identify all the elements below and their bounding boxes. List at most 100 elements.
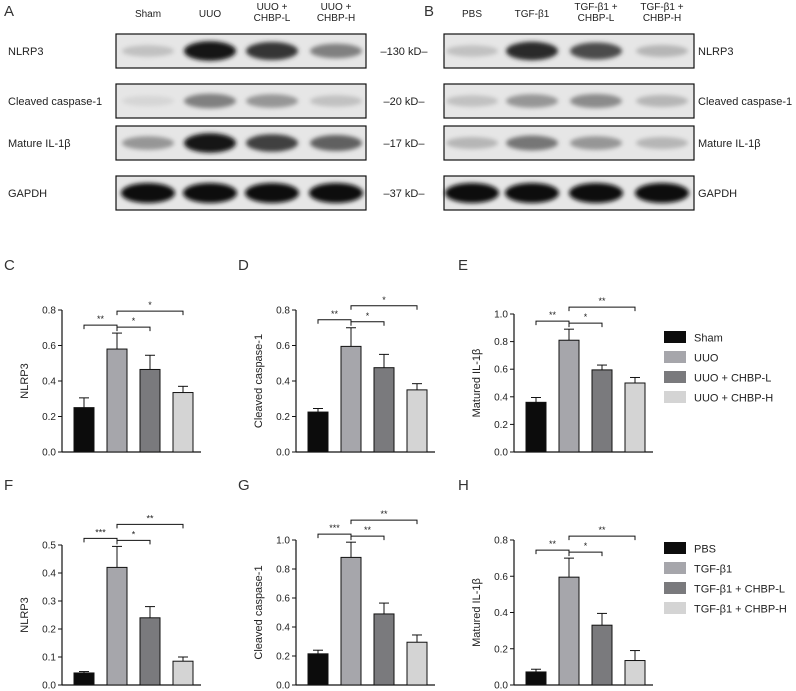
y-tick-label: 0.0 (42, 681, 56, 691)
significance-bracket (568, 535, 636, 541)
significance-label: *** (95, 527, 106, 537)
significance-label: ** (549, 539, 557, 549)
bar (139, 617, 161, 686)
bar (624, 382, 646, 453)
y-tick-label: 0.2 (276, 652, 290, 663)
significance-bracket (317, 533, 352, 539)
blot-band (446, 137, 498, 149)
y-tick-label: 0.4 (276, 623, 290, 634)
y-tick-label: 0.1 (42, 653, 56, 664)
y-tick-label: 0.2 (42, 625, 56, 636)
y-tick-label: 0.8 (276, 565, 290, 576)
significance-bracket (568, 306, 636, 312)
panel-letter-d: D (238, 257, 249, 274)
legend-label: UUO + CHBP-L (694, 373, 771, 385)
significance-label: * (584, 312, 588, 322)
blot-row-label: Cleaved caspase-1 (8, 96, 102, 108)
blot-row-label: NLRP3 (698, 46, 733, 58)
blot-band (570, 94, 622, 108)
blot-band (183, 183, 237, 203)
legend-label: TGF-β1 (694, 564, 732, 576)
blot-row-label: Mature IL-1β (698, 138, 761, 150)
legend-swatch (664, 391, 686, 403)
y-tick-label: 0.0 (494, 448, 508, 459)
legend-swatch (664, 331, 686, 343)
bar (624, 660, 646, 686)
significance-bracket (350, 321, 385, 326)
blot-band (309, 183, 363, 203)
bar (307, 411, 329, 453)
significance-label: ** (97, 314, 105, 324)
blot-band (636, 95, 688, 107)
blot-band (446, 95, 498, 107)
y-tick-label: 0.2 (42, 412, 56, 423)
y-tick-label: 0.8 (276, 306, 290, 317)
significance-label: ** (146, 513, 154, 523)
significance-bracket (116, 310, 184, 316)
significance-bracket (350, 305, 418, 310)
lane-header: UUO (199, 9, 221, 20)
significance-label: * (132, 316, 136, 326)
blot-row-label: GAPDH (8, 188, 47, 200)
blot-band (122, 136, 174, 150)
y-tick-label: 0.0 (276, 448, 290, 459)
blot-row-label: Mature IL-1β (8, 138, 71, 150)
y-tick-label: 0.3 (42, 597, 56, 608)
blot-band (635, 183, 689, 203)
y-tick-label: 0.0 (494, 681, 508, 691)
significance-label: ** (598, 296, 606, 306)
y-tick-label: 1.0 (276, 536, 290, 547)
significance-label: * (148, 300, 152, 310)
lane-header: UUO + CHBP-H (317, 2, 355, 24)
blot-band (246, 94, 298, 108)
blot-band (506, 135, 558, 151)
blot-band (569, 183, 623, 203)
bar (591, 369, 613, 453)
significance-bracket (350, 519, 418, 525)
bar (406, 389, 428, 453)
bar (525, 401, 547, 453)
y-tick-label: 0.8 (494, 337, 508, 348)
legend-label: UUO + CHBP-H (694, 393, 773, 405)
significance-label: ** (549, 310, 557, 320)
significance-bracket (83, 537, 118, 543)
panel-letter-e: E (458, 257, 468, 274)
western-blot-a: Sham UUO UUO + CHBP-L UUO + CHBP-H NLRP3 –1… (8, 2, 428, 211)
significance-bracket (116, 539, 151, 545)
legend-label: TGF-β1 + CHBP-L (694, 584, 785, 596)
y-tick-label: 0.2 (494, 420, 508, 431)
legend-swatch (664, 351, 686, 363)
lane-header: UUO + CHBP-L (254, 2, 291, 24)
bar (558, 576, 580, 686)
y-tick-label: 0.6 (276, 594, 290, 605)
significance-bracket (116, 523, 184, 529)
legend-label: TGF-β1 + CHBP-H (694, 604, 787, 616)
significance-label: * (382, 295, 386, 305)
blot-kd-label: –17 kD– (384, 138, 426, 150)
y-tick-label: 0.4 (276, 377, 290, 388)
blot-band (245, 183, 299, 203)
legend-swatch (664, 371, 686, 383)
bar (373, 613, 395, 686)
panel-letter-b: B (424, 3, 434, 20)
significance-label: *** (329, 523, 340, 533)
bar (73, 672, 95, 686)
legend-label: UUO (694, 353, 719, 365)
blot-band (184, 133, 236, 153)
significance-label: * (366, 311, 370, 321)
legend-top: Sham UUO UUO + CHBP-L UUO + CHBP-H (664, 331, 773, 405)
blot-band (184, 41, 236, 61)
bar (106, 566, 128, 686)
y-tick-label: 0.6 (494, 365, 508, 376)
panel-letter-a: A (4, 3, 14, 20)
panel-letter-h: H (458, 477, 469, 494)
blot-band (310, 95, 362, 107)
legend-bottom: PBS TGF-β1 TGF-β1 + CHBP-L TGF-β1 + CHBP-H (664, 542, 787, 616)
blot-band (636, 45, 688, 57)
y-tick-label: 0.0 (42, 448, 56, 459)
y-tick-label: 0.6 (494, 572, 508, 583)
